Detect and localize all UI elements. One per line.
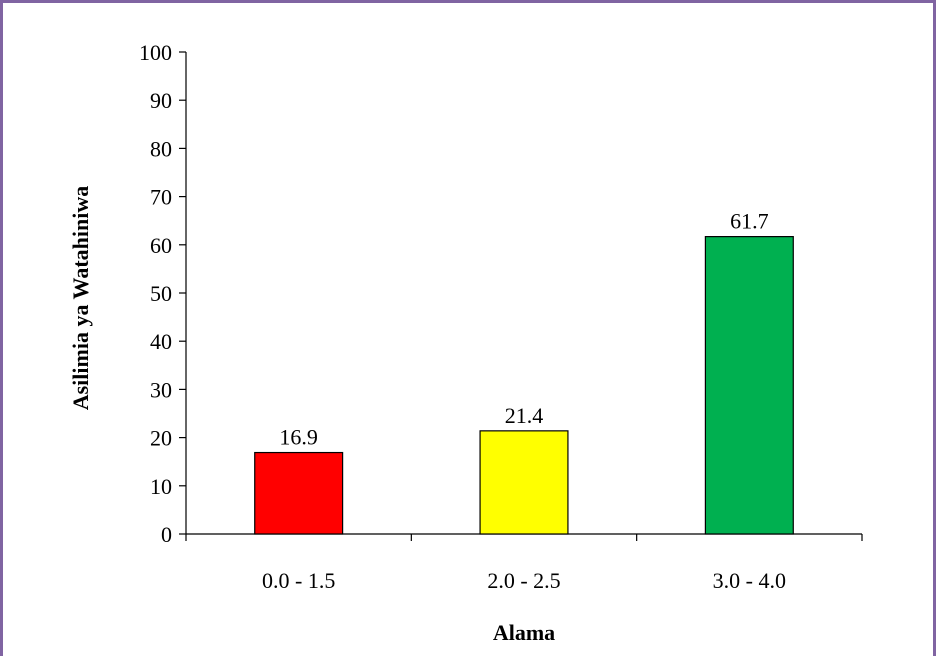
x-axis-title: Alama — [493, 620, 555, 645]
y-tick-label: 60 — [150, 233, 172, 258]
bar-value-label: 61.7 — [730, 209, 769, 234]
bar — [704, 236, 794, 535]
bar — [479, 430, 569, 535]
y-tick-label: 100 — [139, 40, 172, 65]
y-tick-label: 0 — [161, 522, 172, 547]
bar — [254, 451, 344, 535]
x-tick-label: 2.0 - 2.5 — [487, 568, 560, 593]
y-tick-label: 90 — [150, 88, 172, 113]
bar-value-label: 21.4 — [505, 403, 544, 428]
y-tick-label: 10 — [150, 474, 172, 499]
x-axis: 0.0 - 1.5 2.0 - 2.5 3.0 - 4.0 — [185, 533, 863, 593]
y-tick-label: 50 — [150, 281, 172, 306]
bars — [254, 236, 794, 535]
y-tick-label: 30 — [150, 377, 172, 402]
y-tick-label: 80 — [150, 136, 172, 161]
y-tick-label: 70 — [150, 185, 172, 210]
bar-value-label: 16.9 — [279, 425, 318, 450]
x-tick-label: 0.0 - 1.5 — [262, 568, 335, 593]
y-axis: 0 10 20 30 40 50 60 70 80 90 100 — [139, 40, 187, 547]
y-tick-label: 20 — [150, 426, 172, 451]
y-tick-label: 40 — [150, 329, 172, 354]
data-labels: 16.9 21.4 61.7 — [279, 209, 768, 450]
y-axis-title: Asilimia ya Watahiniwa — [68, 186, 93, 411]
x-tick-label: 3.0 - 4.0 — [713, 568, 786, 593]
